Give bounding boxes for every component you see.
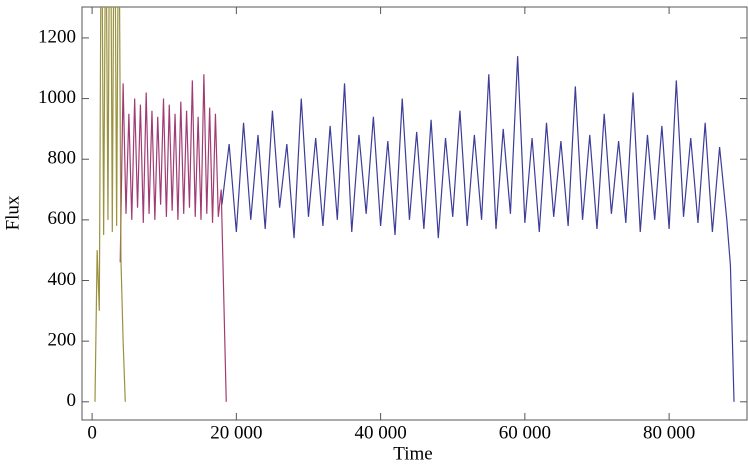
y-tick-label: 1000: [38, 87, 76, 108]
y-tick-label: 400: [48, 269, 77, 290]
y-tick-label: 800: [48, 148, 77, 169]
x-tick-label: 40 000: [354, 422, 406, 443]
y-axis-label: Flux: [2, 195, 23, 230]
y-tick-label: 1200: [38, 26, 76, 47]
x-tick-label: 20 000: [210, 422, 262, 443]
x-tick-label: 80 000: [643, 422, 695, 443]
y-tick-label: 200: [48, 330, 77, 351]
series-line: [94, 7, 126, 402]
y-tick-label: 600: [48, 208, 77, 229]
series-line: [119, 74, 227, 402]
plot-area: [94, 7, 735, 402]
x-tick-label: 60 000: [499, 422, 551, 443]
y-tick-label: 0: [67, 390, 77, 411]
x-axis-label: Time: [393, 443, 432, 464]
series-line: [221, 56, 735, 402]
x-tick-label: 0: [87, 422, 97, 443]
plot-frame: [81, 6, 748, 421]
